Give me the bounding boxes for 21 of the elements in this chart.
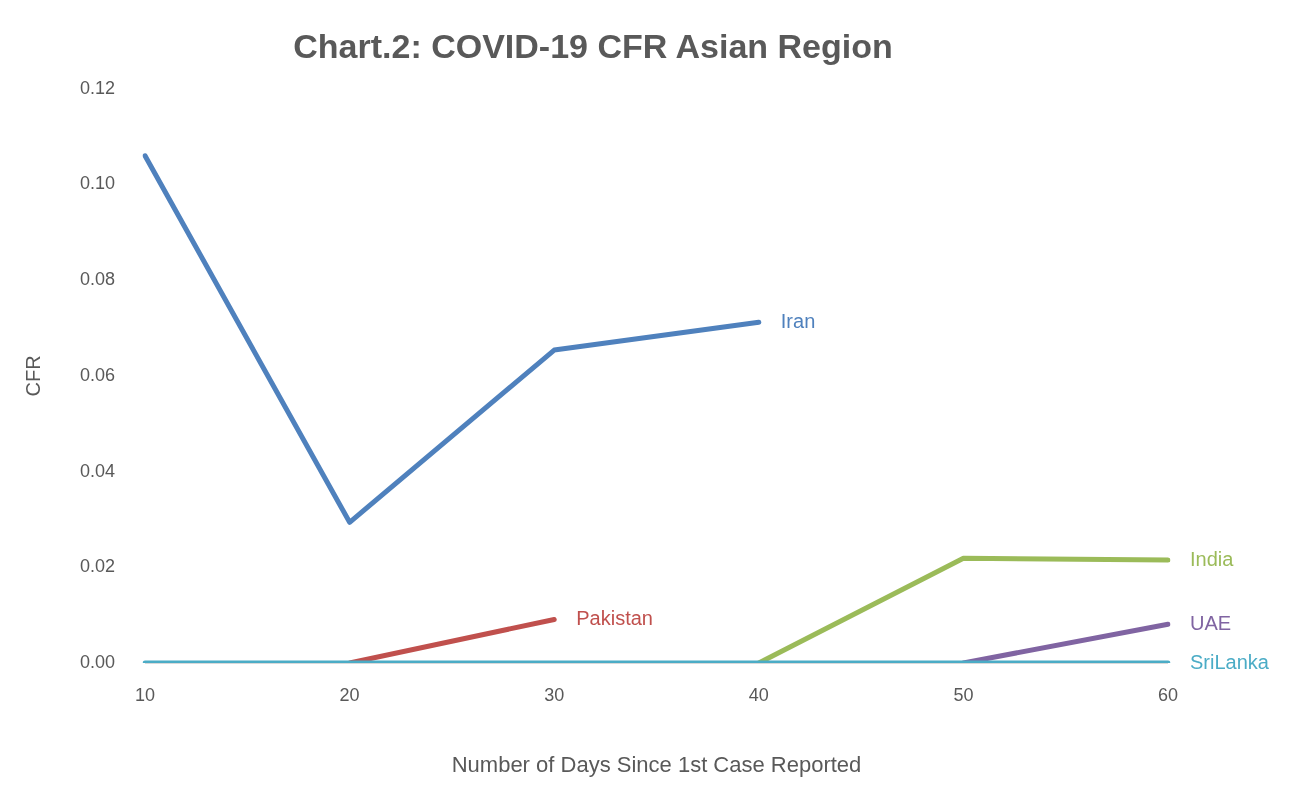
x-axis-title: Number of Days Since 1st Case Reported: [451, 751, 862, 777]
x-tick-label: 60: [1157, 684, 1179, 705]
y-axis-title: CFR: [21, 355, 44, 397]
x-tick-label: 40: [748, 684, 769, 705]
series-label: Pakistan: [576, 606, 653, 629]
y-tick-label: 0.06: [79, 364, 116, 385]
series-label: SriLanka: [1190, 650, 1270, 673]
chart-title: Chart.2: COVID-19 CFR Asian Region: [293, 26, 893, 65]
x-tick-label: 10: [135, 684, 156, 705]
series-label: India: [1190, 547, 1235, 570]
y-tick-label: 0.10: [79, 173, 116, 194]
y-tick-label: 0.08: [79, 269, 116, 290]
series-label: UAE: [1190, 611, 1232, 634]
y-tick-label: 0.00: [79, 651, 116, 672]
y-tick-label: 0.12: [79, 77, 116, 98]
x-tick-label: 30: [544, 684, 565, 705]
y-tick-label: 0.04: [79, 460, 116, 481]
x-tick-label: 20: [339, 684, 360, 705]
y-tick-label: 0.02: [79, 556, 116, 577]
series-label: Iran: [780, 309, 816, 332]
x-tick-label: 50: [953, 684, 974, 705]
